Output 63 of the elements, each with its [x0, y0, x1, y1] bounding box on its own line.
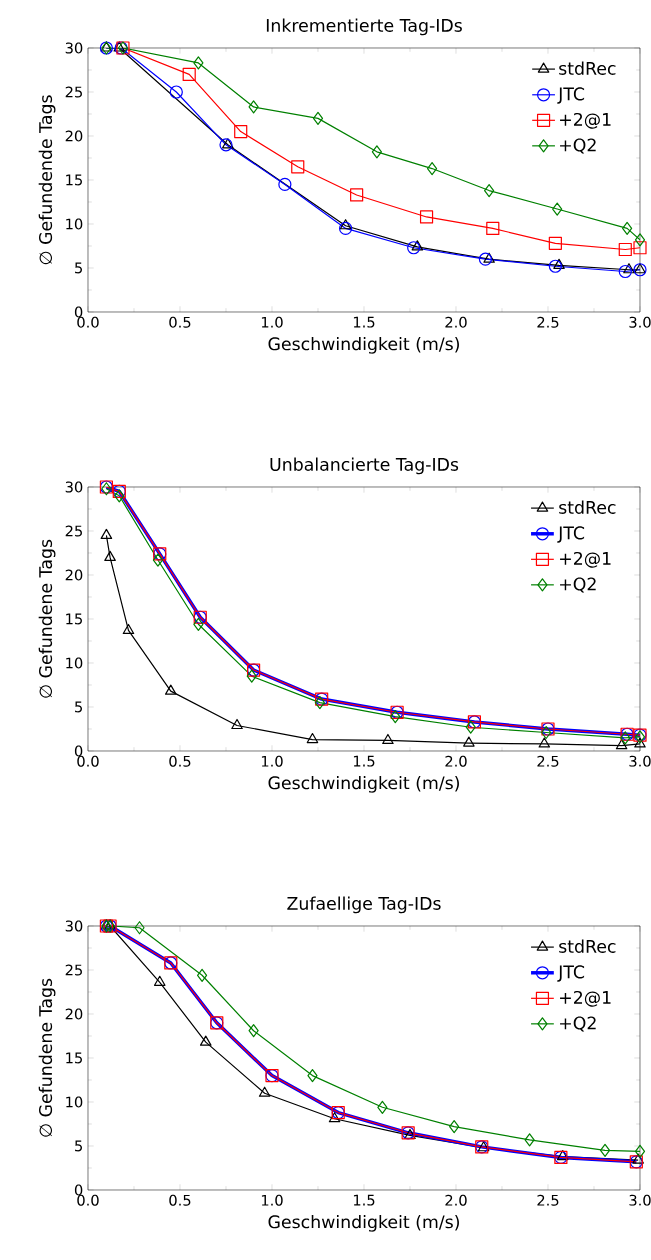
legend-label: +Q2 — [560, 577, 596, 593]
y-tick-label: 10 — [66, 1096, 83, 1108]
y-tick-label: 15 — [66, 1052, 82, 1064]
x-tick-label: 1.0 — [261, 316, 283, 328]
y-tick-label: 15 — [66, 174, 82, 186]
legend-label: +Q2 — [560, 138, 596, 154]
legend-label: JTC — [557, 87, 585, 104]
x-tick-label: 3.0 — [629, 755, 651, 767]
y-tick-label: 25 — [65, 86, 82, 98]
legend-label: +2@1 — [560, 112, 611, 129]
chart-title: Unbalancierte Tag-IDs — [270, 457, 459, 475]
y-tick-label: 20 — [65, 130, 83, 142]
y-tick-label: 30 — [65, 481, 83, 493]
y-tick-label: 0 — [74, 745, 83, 757]
y-tick-label: 10 — [66, 657, 83, 669]
y-tick-label: 20 — [65, 1008, 83, 1020]
x-tick-label: 1.5 — [353, 316, 375, 328]
y-axis-title: ∅ Gefundene Tags — [38, 978, 56, 1137]
legend-label: stdRec — [559, 500, 616, 514]
x-tick-label: 0.5 — [169, 316, 191, 328]
x-tick-label: 3.0 — [629, 316, 651, 328]
x-tick-label: 1.0 — [261, 1194, 283, 1206]
x-tick-label: 0.5 — [169, 1194, 191, 1206]
y-axis-title: ∅ Gefundende Tags — [38, 95, 56, 265]
x-tick-label: 2.5 — [537, 755, 559, 767]
x-tick-label: 2.0 — [445, 755, 467, 767]
x-tick-label: 1.5 — [353, 1194, 375, 1206]
legend-label: stdRec — [559, 61, 616, 75]
x-tick-label: 0.0 — [77, 1194, 99, 1206]
chart-title: Zufaellige Tag-IDs — [287, 896, 441, 914]
y-tick-label: 20 — [65, 569, 83, 581]
y-tick-label: 30 — [65, 920, 83, 932]
legend-label: JTC — [557, 965, 585, 982]
chart-title: Inkrementierte Tag-IDs — [266, 18, 462, 36]
x-tick-label: 1.0 — [261, 755, 283, 767]
y-tick-label: 5 — [75, 701, 83, 713]
legend-label: JTC — [557, 526, 585, 543]
y-tick-label: 5 — [75, 262, 83, 274]
y-tick-label: 30 — [65, 42, 83, 54]
x-tick-label: 2.5 — [537, 1194, 559, 1206]
x-axis-title: Geschwindigkeit (m/s) — [268, 336, 459, 354]
y-tick-label: 10 — [66, 218, 83, 230]
x-tick-label: 2.0 — [445, 316, 467, 328]
x-tick-label: 2.0 — [445, 1194, 467, 1206]
y-tick-label: 0 — [74, 1184, 83, 1196]
x-tick-label: 0.5 — [169, 755, 191, 767]
legend-label: +Q2 — [560, 1016, 596, 1032]
x-tick-label: 0.0 — [77, 316, 99, 328]
legend-label: +2@1 — [560, 551, 611, 568]
y-tick-label: 0 — [74, 306, 83, 318]
y-tick-label: 5 — [75, 1140, 83, 1152]
y-tick-label: 25 — [65, 525, 82, 537]
y-tick-label: 25 — [65, 964, 82, 976]
x-tick-label: 1.5 — [353, 755, 375, 767]
x-axis-title: Geschwindigkeit (m/s) — [268, 775, 459, 793]
legend-label: stdRec — [559, 939, 616, 953]
y-tick-label: 15 — [66, 613, 82, 625]
x-tick-label: 2.5 — [537, 316, 559, 328]
legend-label: +2@1 — [560, 990, 611, 1007]
x-axis-title: Geschwindigkeit (m/s) — [268, 1214, 459, 1232]
x-tick-label: 3.0 — [629, 1194, 651, 1206]
x-tick-label: 0.0 — [77, 755, 99, 767]
y-axis-title: ∅ Gefundene Tags — [38, 539, 56, 698]
